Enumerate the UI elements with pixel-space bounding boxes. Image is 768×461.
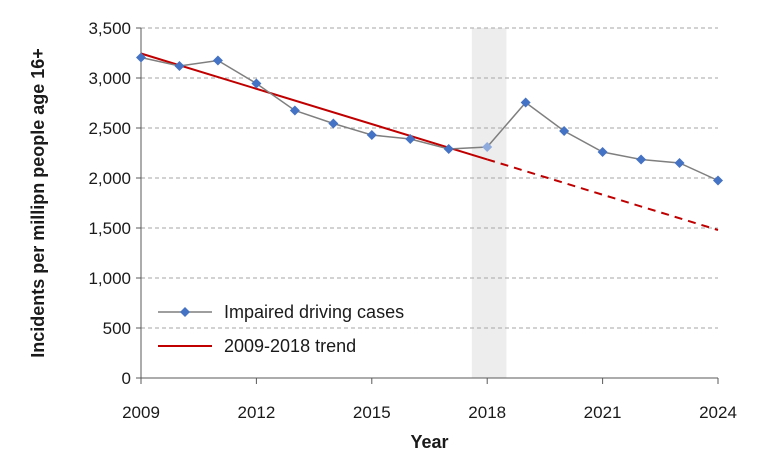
series-line-impaired <box>140 56 719 182</box>
data-point-2016 <box>405 134 416 144</box>
x-tick-label: 2018 <box>468 403 506 422</box>
y-tick-label: 2,500 <box>88 119 131 138</box>
y-tick-label: 1,000 <box>88 269 131 288</box>
data-point-2022 <box>636 154 647 165</box>
x-tick-label: 2009 <box>122 403 160 422</box>
data-point-2019 <box>520 97 531 108</box>
data-point-2024 <box>713 175 723 186</box>
y-tick-label: 3,000 <box>88 69 131 88</box>
data-point-2021 <box>597 147 608 157</box>
data-point-2012 <box>251 78 262 89</box>
legend: Impaired driving cases 2009-2018 trend <box>158 302 404 356</box>
y-tick-label: 3,500 <box>88 19 131 38</box>
data-point-2023 <box>674 158 685 168</box>
x-tick-label: 2012 <box>237 403 275 422</box>
data-point-2018 <box>482 142 493 152</box>
legend-marker-impaired <box>180 307 190 317</box>
data-point-2011 <box>212 55 223 66</box>
data-point-2015 <box>366 130 377 140</box>
data-point-2009 <box>136 52 146 63</box>
y-tick-label: 500 <box>103 319 131 338</box>
data-point-2014 <box>328 118 339 129</box>
legend-label-trend: 2009-2018 trend <box>224 336 356 356</box>
x-tick-label: 2024 <box>699 403 737 422</box>
data-point-2020 <box>559 126 570 136</box>
trend-line-solid <box>140 52 488 161</box>
y-tick-label: 1,500 <box>88 219 131 238</box>
x-axis-title: Year <box>410 432 448 452</box>
legend-label-impaired: Impaired driving cases <box>224 302 404 322</box>
trend-line-dashed <box>486 158 719 231</box>
x-tick-label: 2021 <box>584 403 622 422</box>
x-tick-label: 2015 <box>353 403 391 422</box>
y-tick-label: 0 <box>122 369 131 388</box>
y-tick-label: 2,000 <box>88 169 131 188</box>
shaded-band <box>471 28 507 378</box>
data-point-2017 <box>443 144 454 154</box>
data-point-2010 <box>174 61 185 71</box>
data-point-2013 <box>289 105 300 116</box>
y-axis-title: Incidents per millipn people age 16+ <box>28 48 48 358</box>
